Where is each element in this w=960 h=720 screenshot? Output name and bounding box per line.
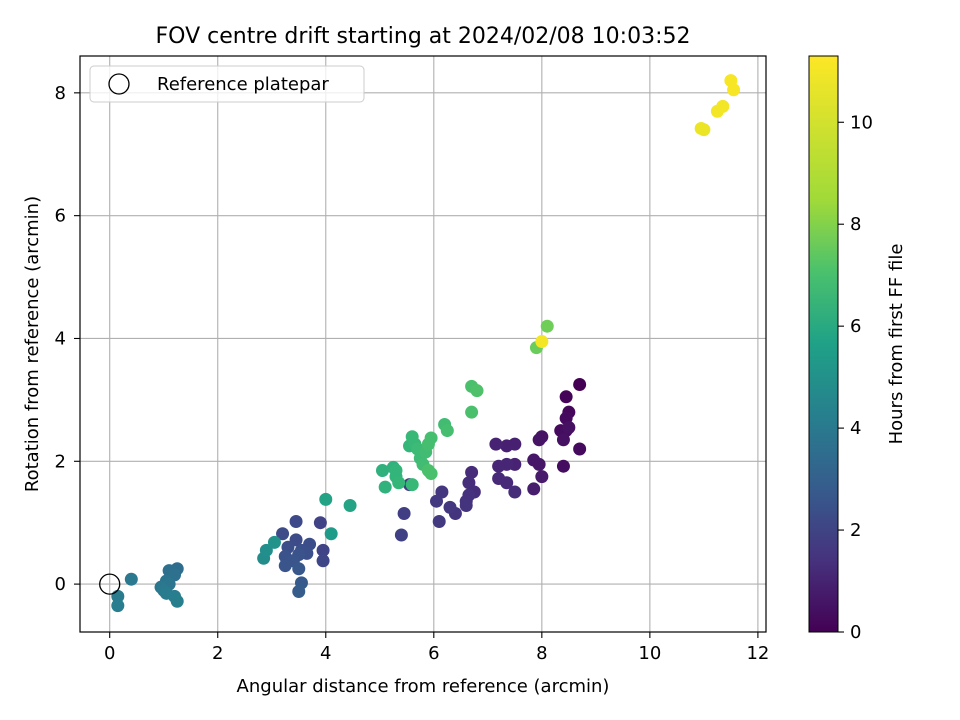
colorbar-tick-label: 10 <box>850 112 873 133</box>
scatter-point <box>694 121 708 135</box>
x-tick-label: 0 <box>104 643 115 664</box>
scatter-point <box>559 390 573 404</box>
scatter-point <box>432 514 446 528</box>
scatter-point <box>440 424 454 438</box>
plot-area <box>80 56 766 632</box>
scatter-point <box>375 463 389 477</box>
scatter-point <box>532 457 546 471</box>
scatter-point <box>313 516 327 530</box>
scatter-point <box>556 459 570 473</box>
scatter-point <box>316 554 330 568</box>
scatter-point <box>562 421 576 435</box>
colorbar-tick-label: 0 <box>850 622 861 643</box>
scatter-point <box>276 527 290 541</box>
axis-ticks: 0 2 4 6 8 10 12 0 2 4 6 8 <box>55 83 770 664</box>
x-axis-label: Angular distance from reference (arcmin) <box>237 676 610 697</box>
colorbar-tick-label: 8 <box>850 214 861 235</box>
y-tick-label: 4 <box>55 328 66 349</box>
scatter-point <box>465 465 479 479</box>
scatter-point <box>489 437 503 451</box>
plot-frame <box>79 55 767 633</box>
colorbar-ticks: 0 2 4 6 8 10 <box>838 112 873 643</box>
legend: Reference platepar <box>89 65 365 103</box>
scatter-point <box>111 599 125 613</box>
scatter-point <box>394 528 408 542</box>
scatter-point <box>378 480 392 494</box>
scatter-point <box>535 335 549 349</box>
scatter-point <box>716 99 730 113</box>
scatter-point <box>470 384 484 398</box>
colorbar-label: Hours from first FF file <box>886 244 907 445</box>
scatter-point <box>459 499 473 513</box>
scatter-point <box>170 594 184 608</box>
scatter-point <box>289 514 303 528</box>
y-tick-label: 6 <box>55 206 66 227</box>
scatter-point <box>535 470 549 484</box>
scatter-point <box>292 584 306 598</box>
scatter-point <box>573 378 587 392</box>
scatter-point <box>500 439 514 453</box>
scatter-point <box>508 485 522 499</box>
scatter-point <box>492 459 506 473</box>
scatter-point <box>556 433 570 447</box>
scatter-point <box>424 467 438 481</box>
x-tick-label: 12 <box>746 643 769 664</box>
scatter-point <box>319 492 333 506</box>
colorbar-tick-label: 6 <box>850 316 861 337</box>
y-tick-label: 0 <box>55 574 66 595</box>
chart-title: FOV centre drift starting at 2024/02/08 … <box>156 24 691 49</box>
x-tick-label: 2 <box>212 643 223 664</box>
legend-marker-reference-platepar <box>108 73 130 95</box>
scatter-points <box>111 74 741 613</box>
scatter-point <box>292 562 306 576</box>
scatter-point <box>500 476 514 490</box>
colorbar-tick-label: 4 <box>850 418 861 439</box>
scatter-point <box>278 559 292 573</box>
scatter-point <box>727 83 741 97</box>
scatter-point <box>259 543 273 557</box>
scatter-point <box>573 442 587 456</box>
colorbar-tick-label: 2 <box>850 520 861 541</box>
x-tick-label: 4 <box>320 643 331 664</box>
scatter-point <box>405 478 419 492</box>
scatter-point <box>267 535 281 549</box>
scatter-point <box>465 405 479 419</box>
colorbar <box>808 55 839 633</box>
x-tick-label: 6 <box>428 643 439 664</box>
scatter-point <box>540 319 554 333</box>
scatter-point <box>316 543 330 557</box>
scatter-point <box>424 431 438 445</box>
reference-platepar-marker <box>99 573 121 595</box>
scatter-point <box>532 433 546 447</box>
scatter-point <box>343 499 357 513</box>
y-tick-label: 2 <box>55 451 66 472</box>
y-axis-label: Rotation from reference (arcmin) <box>22 196 43 492</box>
y-tick-label: 8 <box>55 83 66 104</box>
x-tick-label: 10 <box>638 643 661 664</box>
reference-marker-layer <box>99 573 121 595</box>
scatter-point <box>392 476 406 490</box>
scatter-point <box>430 494 444 508</box>
scatter-point <box>527 482 541 496</box>
scatter-point <box>124 572 138 586</box>
scatter-point <box>324 527 338 541</box>
legend-box <box>89 65 365 103</box>
x-tick-label: 8 <box>536 643 547 664</box>
scatter-point <box>443 500 457 514</box>
legend-label-reference-platepar: Reference platepar <box>157 74 329 95</box>
scatter-point <box>397 506 411 520</box>
